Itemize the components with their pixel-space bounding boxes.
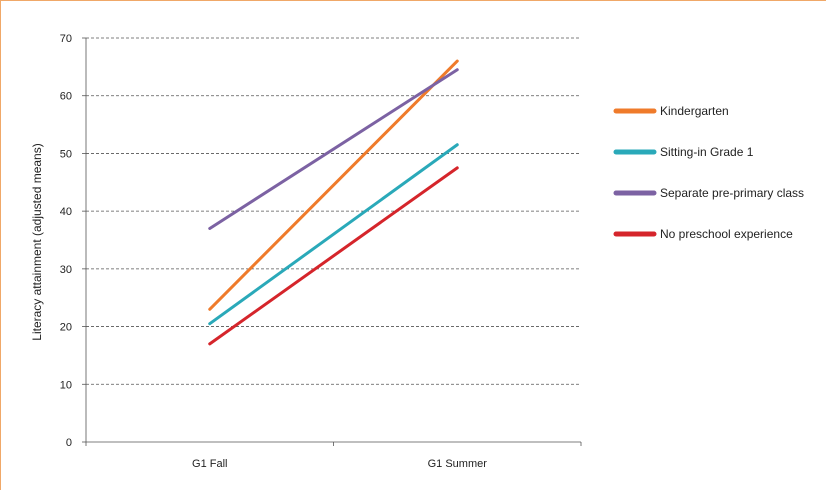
y-tick-label: 20 [60,322,72,334]
y-tick-label: 40 [60,206,72,218]
series-line [208,68,459,230]
y-tick-label: 70 [60,33,72,45]
x-tick-label: G1 Fall [192,458,227,470]
y-tick-label: 60 [60,91,72,103]
legend-label: Sitting-in Grade 1 [660,145,754,159]
y-tick-label: 50 [60,148,72,160]
series-line [208,143,459,326]
y-tick-labels: 0 10 20 30 40 50 60 70 [60,33,72,449]
y-tick-label: 30 [60,264,72,276]
series-line [208,166,459,346]
x-tick-labels: G1 Fall G1 Summer [192,458,487,470]
y-axis-label: Literacy attainment (adjusted means) [30,143,44,340]
gridlines [86,37,581,385]
legend-label: Kindergarten [660,104,729,118]
legend: Kindergarten Sitting-in Grade 1 Separate p… [613,104,804,241]
legend-label: Separate pre-primary class [660,186,804,200]
axes [82,37,582,446]
y-tick-label: 0 [66,437,72,449]
y-tick-label: 10 [60,379,72,391]
legend-label: No preschool experience [660,227,793,241]
x-tick-label: G1 Summer [428,458,488,470]
series-lines [208,59,459,346]
series-line [208,59,459,311]
